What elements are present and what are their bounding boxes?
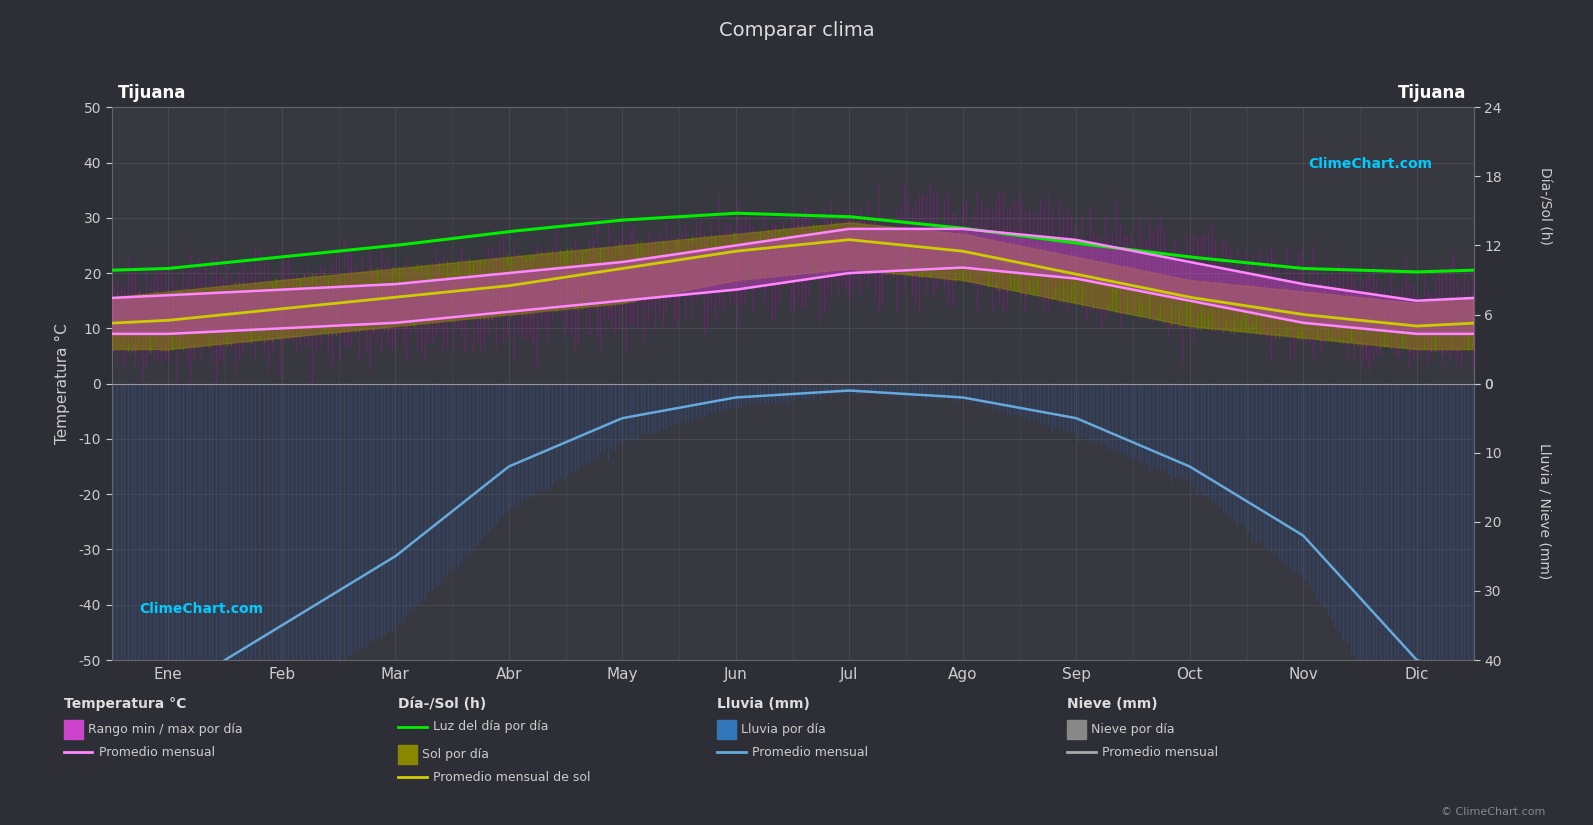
Text: Lluvia / Nieve (mm): Lluvia / Nieve (mm): [1537, 443, 1552, 580]
Text: Nieve (mm): Nieve (mm): [1067, 697, 1158, 711]
Text: Lluvia (mm): Lluvia (mm): [717, 697, 809, 711]
Text: Rango min / max por día: Rango min / max por día: [88, 723, 242, 736]
Text: Nieve por día: Nieve por día: [1091, 723, 1174, 736]
Text: Tijuana: Tijuana: [1399, 83, 1467, 101]
Text: ClimeChart.com: ClimeChart.com: [1309, 157, 1432, 171]
Text: Luz del día por día: Luz del día por día: [433, 720, 550, 733]
Text: Promedio mensual: Promedio mensual: [1102, 746, 1219, 758]
Text: ClimeChart.com: ClimeChart.com: [139, 601, 263, 615]
Text: © ClimeChart.com: © ClimeChart.com: [1440, 807, 1545, 817]
Text: Día-/Sol (h): Día-/Sol (h): [398, 697, 486, 711]
Text: Promedio mensual: Promedio mensual: [99, 746, 215, 758]
Text: Tijuana: Tijuana: [118, 83, 186, 101]
Text: Promedio mensual: Promedio mensual: [752, 746, 868, 758]
Text: Promedio mensual de sol: Promedio mensual de sol: [433, 771, 591, 784]
Text: Día-/Sol (h): Día-/Sol (h): [1537, 167, 1552, 245]
Text: Lluvia por día: Lluvia por día: [741, 723, 825, 736]
Y-axis label: Temperatura °C: Temperatura °C: [56, 323, 70, 444]
Text: Temperatura °C: Temperatura °C: [64, 697, 186, 711]
Text: Sol por día: Sol por día: [422, 748, 489, 761]
Text: Comparar clima: Comparar clima: [718, 21, 875, 40]
